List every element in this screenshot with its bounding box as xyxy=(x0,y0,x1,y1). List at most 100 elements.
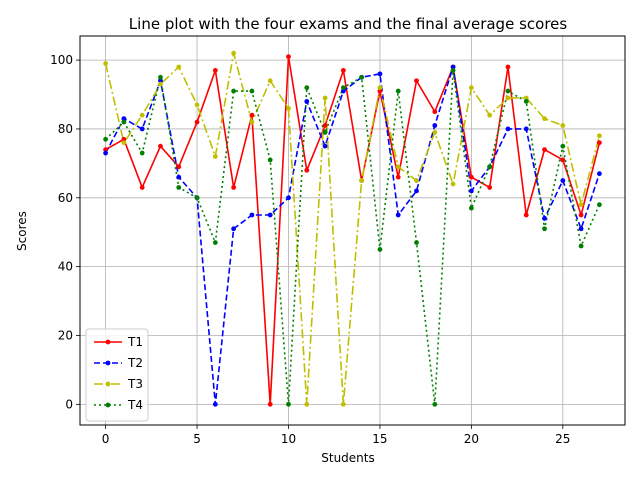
data-point-t2 xyxy=(340,88,346,94)
y-tick-label: 80 xyxy=(58,122,73,136)
data-point-t4 xyxy=(212,240,218,245)
data-point-t1 xyxy=(139,185,145,190)
data-point-t1 xyxy=(395,174,401,180)
data-point-t3 xyxy=(304,401,310,407)
data-point-t2 xyxy=(212,401,218,407)
series-markers xyxy=(103,50,602,407)
data-point-t4 xyxy=(103,136,109,142)
data-point-t2 xyxy=(505,126,511,132)
data-point-t4 xyxy=(121,119,127,125)
data-point-t4 xyxy=(596,202,602,208)
legend-marker-t1 xyxy=(105,339,111,345)
data-point-t4 xyxy=(395,88,401,94)
data-point-t2 xyxy=(249,212,255,218)
x-tick-label: 10 xyxy=(281,432,296,446)
data-point-t4 xyxy=(450,68,456,73)
data-point-t4 xyxy=(304,85,310,91)
y-tick-label: 0 xyxy=(65,397,73,411)
data-point-t1 xyxy=(505,64,511,70)
data-point-t4 xyxy=(231,88,237,94)
data-point-t1 xyxy=(468,174,474,180)
data-point-t1 xyxy=(596,140,602,146)
data-point-t2 xyxy=(450,64,456,70)
plot-frame xyxy=(79,35,626,426)
data-point-t1 xyxy=(231,185,237,190)
x-tick-label: 0 xyxy=(102,432,110,446)
data-point-t4 xyxy=(158,74,163,80)
data-point-t3 xyxy=(505,95,511,101)
data-point-t2 xyxy=(395,212,401,218)
x-axis-ticks: 0 5 10 15 20 25 xyxy=(102,425,570,446)
legend-marker-t4 xyxy=(105,402,111,408)
legend-label-t3: T3 xyxy=(127,377,143,391)
data-point-t3 xyxy=(158,81,163,87)
data-point-t3 xyxy=(523,95,529,101)
series-line-t1 xyxy=(105,55,601,406)
data-point-t2 xyxy=(542,216,547,221)
chart-title: Line plot with the four exams and the fi… xyxy=(129,15,568,33)
data-point-t2 xyxy=(322,143,328,149)
data-point-t1 xyxy=(377,88,383,94)
x-tick-label: 15 xyxy=(372,432,387,446)
data-point-t1 xyxy=(121,136,127,142)
data-point-t3 xyxy=(596,133,602,139)
legend-marker-t3 xyxy=(105,381,111,387)
data-point-t3 xyxy=(359,178,365,183)
data-point-t3 xyxy=(468,85,474,91)
data-point-t1 xyxy=(267,401,273,407)
data-point-t1 xyxy=(560,157,566,163)
y-tick-label: 20 xyxy=(58,328,73,342)
data-point-t2 xyxy=(139,126,145,132)
data-point-t1 xyxy=(487,185,493,190)
legend-label-t2: T2 xyxy=(127,356,143,370)
data-point-t1 xyxy=(103,147,109,153)
data-point-t3 xyxy=(432,129,438,135)
y-axis-ticks: 0 20 40 60 80 100 xyxy=(50,53,80,411)
data-point-t2 xyxy=(286,195,291,201)
data-point-t2 xyxy=(414,188,419,194)
data-point-t4 xyxy=(523,99,529,104)
data-point-t4 xyxy=(487,164,493,170)
x-tick-label: 5 xyxy=(193,432,201,446)
data-point-t3 xyxy=(487,112,493,118)
data-point-t3 xyxy=(139,112,145,118)
legend-marker-t2 xyxy=(105,360,111,366)
data-point-t3 xyxy=(249,119,255,125)
legend-box xyxy=(85,328,149,422)
data-point-t2 xyxy=(304,99,310,104)
data-point-t2 xyxy=(267,212,273,218)
x-axis-label: Students xyxy=(321,451,375,465)
data-point-t4 xyxy=(139,150,145,156)
data-point-t3 xyxy=(377,85,383,91)
data-point-t4 xyxy=(542,226,547,232)
data-point-t4 xyxy=(249,88,255,94)
data-point-t3 xyxy=(414,178,419,183)
data-point-t4 xyxy=(432,401,438,407)
series-lines xyxy=(104,52,601,406)
legend-label-t1: T1 xyxy=(127,335,143,349)
data-point-t1 xyxy=(322,123,328,128)
data-point-t3 xyxy=(267,78,273,84)
x-tick-label: 20 xyxy=(464,432,479,446)
data-point-t3 xyxy=(103,61,109,66)
y-tick-label: 100 xyxy=(50,53,73,67)
data-point-t4 xyxy=(340,85,346,91)
y-tick-label: 60 xyxy=(58,191,73,205)
data-point-t2 xyxy=(596,171,602,177)
legend: T1 T2 T3 T4 xyxy=(85,328,149,422)
data-point-t3 xyxy=(212,154,218,159)
data-point-t3 xyxy=(322,95,328,101)
data-point-t1 xyxy=(542,147,547,153)
data-point-t2 xyxy=(231,226,237,232)
data-point-t1 xyxy=(523,212,529,218)
data-point-t4 xyxy=(359,74,365,80)
data-point-t3 xyxy=(231,50,237,56)
data-point-t3 xyxy=(194,102,200,108)
data-point-t2 xyxy=(158,78,163,84)
data-point-t4 xyxy=(322,129,328,135)
data-point-t4 xyxy=(468,205,474,211)
data-point-t3 xyxy=(286,105,291,111)
data-point-t2 xyxy=(377,71,383,77)
data-point-t3 xyxy=(340,401,346,407)
